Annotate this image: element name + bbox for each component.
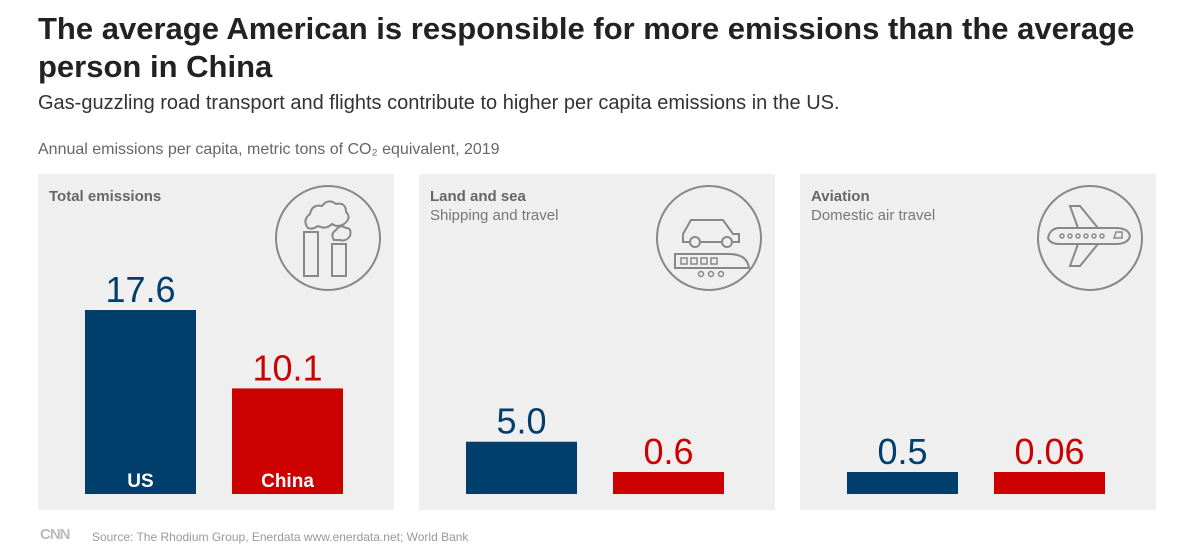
land-and-sea-chart: 5.0 0.6: [466, 401, 724, 494]
bar-china: [994, 472, 1105, 494]
bar-china: [232, 388, 343, 494]
value-label-china: 0.6: [643, 431, 693, 472]
category-label-us: US: [127, 471, 153, 492]
value-label-us: 5.0: [496, 401, 546, 442]
panel-land-and-sea: 5.0 0.6 Land and sea Shipping and travel: [419, 174, 775, 510]
cnn-logo: CNN: [40, 526, 70, 543]
chart-title: The average American is responsible for …: [38, 11, 1135, 84]
bar-us: [847, 472, 958, 494]
units-label: Annual emissions per capita, metric tons…: [38, 141, 500, 158]
chart-subtitle: Gas-guzzling road transport and flights …: [38, 92, 840, 114]
panel-title: Aviation: [811, 188, 870, 205]
value-label-us: 0.5: [877, 431, 927, 472]
factory-icon: [272, 182, 384, 294]
bar-china: [613, 472, 724, 494]
panel-total-emissions: 17.6 US 10.1 China Total emissions: [38, 174, 394, 510]
value-label-china: 0.06: [1014, 431, 1084, 472]
panel-subtitle: Shipping and travel: [430, 207, 559, 224]
panel-subtitle: Domestic air travel: [811, 207, 936, 224]
bar-us: [466, 441, 577, 494]
panel-title: Land and sea: [430, 188, 526, 205]
panel-title: Total emissions: [49, 188, 162, 205]
airplane-icon: [1034, 182, 1146, 294]
total-emissions-chart: 17.6 US 10.1 China: [85, 269, 343, 494]
source-note: Source: The Rhodium Group, Enerdata www.…: [92, 530, 469, 544]
value-label-china: 10.1: [252, 347, 322, 388]
aviation-chart: 0.5 0.06: [847, 431, 1105, 494]
value-label-us: 17.6: [105, 269, 175, 310]
bar-us: [85, 310, 196, 494]
category-label-china: China: [261, 471, 314, 492]
car-train-icon: [653, 182, 765, 294]
panel-aviation: 0.5 0.06 Aviation Domestic air travel: [800, 174, 1156, 510]
